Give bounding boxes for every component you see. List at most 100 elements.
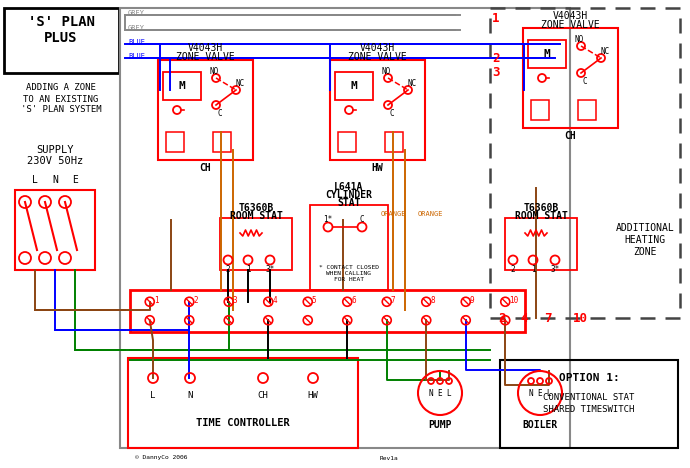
Text: CH: CH — [199, 163, 211, 173]
Text: SUPPLY: SUPPLY — [37, 145, 74, 155]
Text: ORANGE: ORANGE — [417, 211, 443, 217]
Text: OPTION 1:: OPTION 1: — [559, 373, 620, 383]
Text: BLUE: BLUE — [128, 39, 145, 45]
Text: ZONE VALVE: ZONE VALVE — [348, 52, 407, 62]
Text: SHARED TIMESWITCH: SHARED TIMESWITCH — [543, 405, 635, 415]
Text: ADDING A ZONE: ADDING A ZONE — [26, 83, 96, 93]
Bar — [213, 132, 231, 152]
Text: 4: 4 — [520, 312, 528, 324]
Text: CONVENTIONAL STAT: CONVENTIONAL STAT — [543, 393, 635, 402]
Text: GREY: GREY — [128, 25, 145, 31]
Bar — [338, 132, 356, 152]
Text: E: E — [538, 388, 542, 397]
Text: V4043H: V4043H — [188, 43, 223, 53]
Text: M: M — [351, 81, 357, 91]
Text: HW: HW — [372, 163, 384, 173]
Text: HW: HW — [308, 392, 318, 401]
Text: M: M — [179, 81, 186, 91]
Text: C: C — [359, 214, 364, 224]
Text: 1: 1 — [154, 296, 159, 305]
Text: E: E — [72, 175, 78, 185]
Bar — [505, 218, 577, 270]
Bar — [528, 40, 566, 68]
Text: ZONE VALVE: ZONE VALVE — [541, 20, 600, 30]
Text: NC: NC — [407, 79, 417, 88]
Text: 3: 3 — [492, 66, 500, 79]
Text: L: L — [446, 388, 451, 397]
Bar — [166, 132, 184, 152]
Text: 2: 2 — [226, 265, 230, 275]
Bar — [120, 8, 570, 448]
Text: V4043H: V4043H — [360, 43, 395, 53]
Text: * CONTACT CLOSED
WHEN CALLING
FOR HEAT: * CONTACT CLOSED WHEN CALLING FOR HEAT — [319, 265, 379, 282]
Text: 'S' PLAN: 'S' PLAN — [28, 15, 95, 29]
Bar — [310, 205, 388, 290]
Text: Rev1a: Rev1a — [380, 455, 399, 461]
Text: 'S' PLAN: 'S' PLAN — [48, 52, 74, 58]
Text: V4043H: V4043H — [553, 11, 588, 21]
Text: T6360B: T6360B — [238, 203, 274, 213]
Text: BOILER: BOILER — [522, 420, 558, 430]
Text: NC: NC — [600, 46, 610, 56]
Text: ROOM STAT: ROOM STAT — [515, 211, 567, 221]
Bar — [500, 360, 678, 448]
Bar — [385, 132, 403, 152]
Bar — [158, 60, 253, 160]
Text: 7: 7 — [391, 296, 395, 305]
Text: 1: 1 — [246, 265, 250, 275]
Text: 7: 7 — [544, 312, 552, 324]
Bar — [15, 190, 95, 270]
Text: PLUS: PLUS — [44, 31, 78, 45]
Bar — [130, 290, 525, 332]
Text: CYLINDER: CYLINDER — [326, 190, 373, 200]
Text: © DannyCo 2006: © DannyCo 2006 — [135, 455, 188, 461]
Text: GREY: GREY — [128, 10, 145, 16]
Text: NO: NO — [574, 35, 584, 44]
Text: CH: CH — [257, 392, 268, 401]
Text: 3*: 3* — [266, 265, 275, 275]
Text: 1: 1 — [531, 265, 535, 275]
Text: T6360B: T6360B — [524, 203, 559, 213]
Text: 'S' PLAN SYSTEM: 'S' PLAN SYSTEM — [21, 105, 101, 115]
Text: NC: NC — [235, 79, 245, 88]
Text: 1: 1 — [492, 13, 500, 25]
Text: 6: 6 — [351, 296, 356, 305]
Text: C: C — [217, 109, 222, 117]
Text: N: N — [187, 392, 193, 401]
Bar — [220, 218, 292, 270]
Text: 3*: 3* — [551, 265, 560, 275]
Text: L: L — [150, 392, 156, 401]
Text: C: C — [582, 76, 587, 86]
Text: NO: NO — [209, 66, 219, 75]
Text: 2: 2 — [193, 296, 198, 305]
Text: 5: 5 — [312, 296, 317, 305]
Text: PUMP: PUMP — [428, 420, 452, 430]
Text: 2: 2 — [511, 265, 515, 275]
Text: 4: 4 — [273, 296, 277, 305]
Text: ROOM STAT: ROOM STAT — [230, 211, 282, 221]
Text: N: N — [428, 388, 433, 397]
Text: TO AN EXISTING: TO AN EXISTING — [23, 95, 99, 103]
Text: 8: 8 — [431, 296, 435, 305]
Text: TIME CONTROLLER: TIME CONTROLLER — [196, 418, 290, 428]
Text: L: L — [32, 175, 38, 185]
Text: M: M — [544, 49, 551, 59]
Bar — [335, 72, 373, 100]
Text: 1*: 1* — [324, 214, 333, 224]
Text: ORANGE: ORANGE — [380, 211, 406, 217]
Text: 230V 50Hz: 230V 50Hz — [27, 156, 83, 166]
Text: 9: 9 — [470, 296, 475, 305]
Text: 10: 10 — [573, 312, 587, 324]
Bar — [163, 72, 201, 100]
Text: CH: CH — [564, 131, 576, 141]
Bar — [4, 8, 119, 73]
Text: L641A: L641A — [335, 182, 364, 192]
Text: N: N — [529, 388, 533, 397]
Text: N: N — [52, 175, 58, 185]
Text: C: C — [390, 109, 394, 117]
Text: ZONE VALVE: ZONE VALVE — [176, 52, 235, 62]
Bar — [128, 358, 358, 448]
Bar — [330, 60, 425, 160]
Text: E: E — [437, 388, 442, 397]
Bar — [531, 100, 549, 120]
